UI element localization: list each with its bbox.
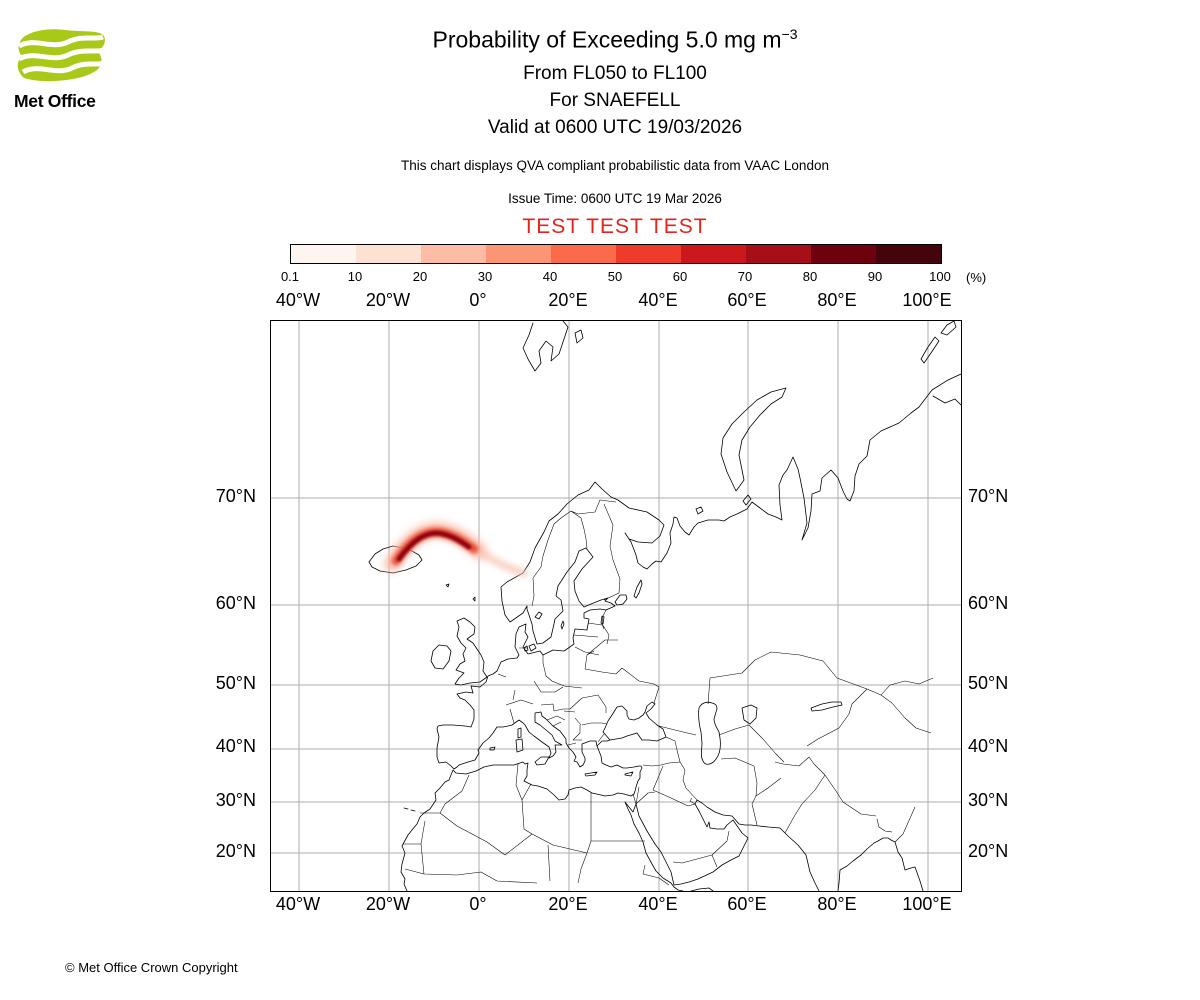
lat-label-right: 30°N <box>968 790 1009 810</box>
lat-label-right: 50°N <box>968 673 1009 693</box>
lat-label-left: 60°N <box>215 593 256 613</box>
colorbar-tick: 10 <box>347 269 363 284</box>
lat-label-left: 50°N <box>215 673 256 693</box>
page-title: Probability of Exceeding 5.0 mg m−3 <box>30 26 1200 54</box>
lat-label-right: 20°N <box>968 841 1009 861</box>
colorbar-tick: 50 <box>607 269 623 284</box>
colorbar-tick: 30 <box>477 269 493 284</box>
colorbar-segment <box>876 245 941 263</box>
colorbar-segment <box>551 245 616 263</box>
colorbar-tick: 0.1 <box>280 269 300 284</box>
lat-label-left: 40°N <box>215 736 256 756</box>
issue-time: Issue Time: 0600 UTC 19 Mar 2026 <box>508 191 722 206</box>
colorbar-segment <box>421 245 486 263</box>
ash-plume <box>384 521 528 577</box>
lon-label-top: 40°E <box>638 290 678 310</box>
lon-label-bottom: 100°E <box>902 894 952 914</box>
colorbar-segment <box>811 245 876 263</box>
lat-label-left: 20°N <box>215 841 256 861</box>
lon-label-top: 60°E <box>727 290 767 310</box>
lon-label-top: 20°E <box>548 290 588 310</box>
graticule-grid <box>271 321 961 891</box>
country-borders <box>403 499 934 886</box>
ash-plume-core <box>396 530 472 562</box>
colorbar-tick: 20 <box>412 269 428 284</box>
colorbar-segment <box>681 245 746 263</box>
lon-label-bottom: 60°E <box>727 894 767 914</box>
lon-label-top: 100°E <box>902 290 952 310</box>
lon-label-top: 0° <box>469 290 487 310</box>
map-canvas <box>271 320 962 892</box>
met-office-logo: Met Office <box>14 26 134 112</box>
lat-label-left: 30°N <box>215 790 256 810</box>
colorbar-tick: 70 <box>737 269 753 284</box>
probability-colorbar <box>290 244 942 264</box>
lon-label-bottom: 80°E <box>817 894 857 914</box>
lat-label-right: 70°N <box>968 486 1009 506</box>
colorbar-tick: 40 <box>542 269 558 284</box>
subtitle-volcano: For SNAEFELL <box>549 90 681 111</box>
lon-label-bottom: 20°E <box>548 894 588 914</box>
colorbar-unit-label: (%) <box>966 270 987 285</box>
lon-label-bottom: 40°W <box>275 894 321 914</box>
colorbar-segment <box>486 245 551 263</box>
colorbar-tick: 80 <box>802 269 818 284</box>
colorbar-segment <box>356 245 421 263</box>
lon-label-bottom: 40°E <box>638 894 678 914</box>
met-office-logo-text: Met Office <box>14 91 96 111</box>
colorbar-segment <box>291 245 356 263</box>
copyright-notice: © Met Office Crown Copyright <box>65 960 238 975</box>
colorbar-tick: 60 <box>672 269 688 284</box>
coastlines <box>368 320 962 892</box>
page-title-exponent: −3 <box>781 26 798 42</box>
met-office-logo-icon <box>17 29 105 82</box>
lon-label-top: 80°E <box>817 290 857 310</box>
subtitle-valid-time: Valid at 0600 UTC 19/03/2026 <box>487 117 743 138</box>
colorbar-tick: 90 <box>867 269 883 284</box>
page-title-text: Probability of Exceeding 5.0 mg m <box>432 26 782 53</box>
lat-label-right: 40°N <box>968 736 1009 756</box>
lon-label-top: 20°W <box>365 290 411 310</box>
colorbar-tick: 100 <box>929 269 951 284</box>
lat-label-right: 60°N <box>968 593 1009 613</box>
colorbar-segment <box>616 245 681 263</box>
lon-label-bottom: 20°W <box>365 894 411 914</box>
lon-label-bottom: 0° <box>469 894 487 914</box>
lat-label-left: 70°N <box>215 486 256 506</box>
test-banner: TEST TEST TEST <box>522 215 708 238</box>
subtitle-flight-levels: From FL050 to FL100 <box>523 63 707 84</box>
ash-plume-tail <box>472 546 528 577</box>
colorbar-segment <box>746 245 811 263</box>
map-frame <box>270 320 962 892</box>
qva-note: This chart displays QVA compliant probab… <box>401 158 829 173</box>
lon-label-top: 40°W <box>275 290 321 310</box>
